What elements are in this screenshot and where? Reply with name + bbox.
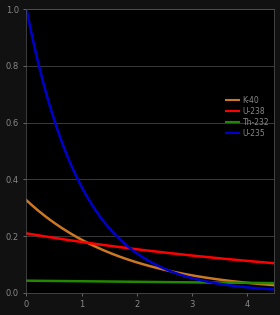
K-40 — [25, 198, 28, 202]
U-238 — [267, 261, 270, 265]
Th-232 — [228, 281, 231, 284]
U-235 — [267, 287, 270, 291]
K-40 — [159, 267, 162, 271]
U-235 — [273, 288, 276, 291]
Line: U-235: U-235 — [26, 9, 274, 289]
U-238 — [228, 257, 231, 261]
Th-232 — [172, 280, 176, 284]
Th-232 — [273, 281, 276, 285]
U-235 — [143, 256, 146, 260]
K-40 — [273, 283, 276, 287]
U-235 — [144, 257, 147, 261]
Th-232 — [25, 279, 28, 283]
U-235 — [228, 284, 231, 287]
Th-232 — [143, 280, 146, 284]
U-238 — [143, 248, 146, 252]
U-235 — [172, 271, 176, 274]
K-40 — [172, 270, 176, 274]
Th-232 — [159, 280, 162, 284]
K-40 — [228, 279, 231, 283]
U-238 — [159, 250, 162, 254]
U-238 — [172, 252, 176, 255]
U-238 — [25, 232, 28, 235]
Line: Th-232: Th-232 — [26, 281, 274, 283]
K-40 — [144, 263, 147, 267]
Line: K-40: K-40 — [26, 200, 274, 285]
Th-232 — [144, 280, 147, 284]
U-238 — [273, 261, 276, 265]
Legend: K-40, U-238, Th-232, U-235: K-40, U-238, Th-232, U-235 — [224, 94, 271, 139]
K-40 — [143, 263, 146, 266]
Line: U-238: U-238 — [26, 233, 274, 263]
K-40 — [267, 283, 270, 287]
Th-232 — [267, 281, 270, 285]
U-235 — [159, 265, 162, 269]
U-238 — [144, 249, 147, 252]
U-235 — [25, 7, 28, 11]
